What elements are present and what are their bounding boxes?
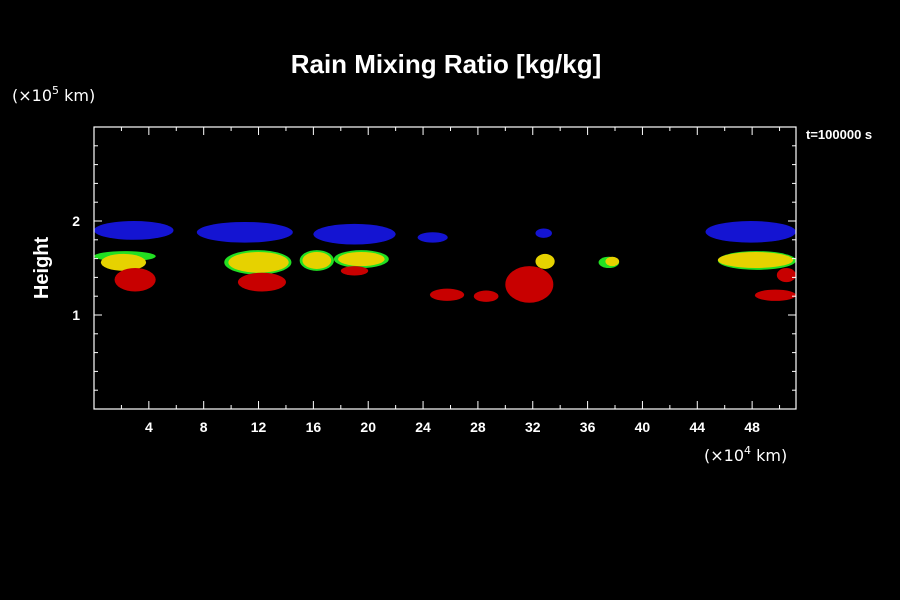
x-axis-unit: (×104 km): [704, 444, 787, 465]
y-axis-unit: (×105 km): [12, 84, 95, 105]
time-label: t=100000 s: [806, 127, 872, 142]
region-blue-2: [313, 223, 396, 245]
region-yellow-24: [717, 252, 794, 268]
region-red-25: [754, 289, 796, 301]
x-tick-label-32: 32: [525, 419, 541, 435]
region-yellow-22: [605, 256, 620, 267]
region-yellow-13: [302, 252, 332, 269]
region-red-8: [114, 268, 156, 292]
region-red-26: [776, 268, 796, 283]
x-tick-label-12: 12: [251, 419, 267, 435]
chart-title: Rain Mixing Ratio [kg/kg]: [291, 49, 602, 79]
x-tick-label-24: 24: [415, 419, 431, 435]
region-red-18: [473, 290, 499, 302]
y-tick-label-2: 2: [72, 213, 80, 229]
region-yellow-10: [228, 252, 289, 273]
x-tick-label-20: 20: [360, 419, 376, 435]
region-red-17: [429, 288, 465, 301]
region-blue-1: [196, 221, 293, 243]
region-red-11: [237, 272, 286, 292]
plot-frame: [93, 126, 797, 410]
region-blue-3: [417, 232, 448, 243]
x-tick-label-48: 48: [744, 419, 760, 435]
y-axis-label: Height: [31, 237, 53, 300]
region-red-19: [505, 266, 554, 303]
region-red-16: [340, 266, 369, 276]
x-tick-label-40: 40: [635, 419, 651, 435]
x-tick-label-16: 16: [306, 419, 322, 435]
x-tick-label-28: 28: [470, 419, 486, 435]
region-blue-0: [94, 221, 174, 240]
region-yellow-7: [100, 253, 147, 271]
region-blue-4: [535, 228, 552, 238]
y-tick-labels: 12: [72, 213, 80, 323]
region-yellow-15: [338, 252, 385, 267]
region-blue-5: [705, 221, 796, 243]
plot-axes: [93, 126, 797, 410]
region-yellow-20: [535, 253, 555, 269]
x-tick-label-44: 44: [689, 419, 705, 435]
x-tick-label-36: 36: [580, 419, 596, 435]
plot-regions: [94, 221, 796, 303]
x-tick-label-4: 4: [145, 419, 153, 435]
x-tick-label-8: 8: [200, 419, 208, 435]
x-tick-labels: 4 8 12 16 20 24 28 32 36 40 44 48: [145, 419, 760, 435]
y-tick-label-1: 1: [72, 307, 80, 323]
